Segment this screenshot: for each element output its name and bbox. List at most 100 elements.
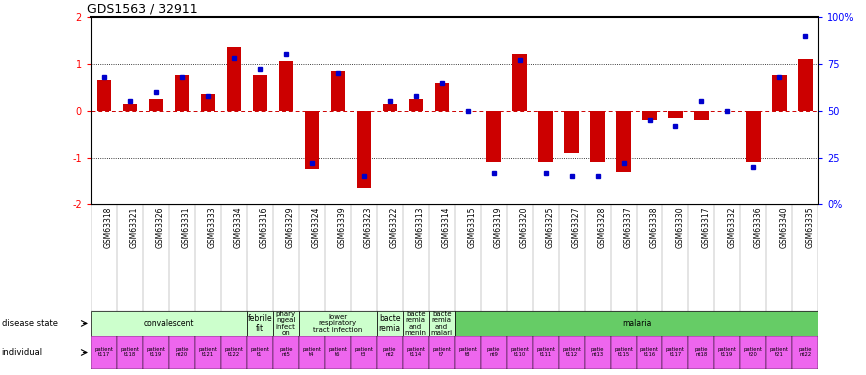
Bar [377, 311, 403, 336]
Text: malaria: malaria [622, 319, 651, 328]
Bar [746, 111, 760, 162]
Text: patie
nt18: patie nt18 [695, 348, 708, 357]
Text: GSM63325: GSM63325 [546, 207, 554, 248]
Bar [299, 336, 325, 369]
Text: patient
t117: patient t117 [94, 348, 113, 357]
Text: bacte
remia: bacte remia [378, 314, 401, 333]
Text: GSM63319: GSM63319 [494, 207, 502, 248]
Text: bacte
remia
and
menin: bacte remia and menin [404, 310, 427, 336]
Bar [637, 336, 662, 369]
Bar [201, 94, 215, 111]
Bar [455, 336, 481, 369]
Text: GSM63337: GSM63337 [624, 207, 632, 248]
Text: GSM63318: GSM63318 [104, 207, 113, 248]
Bar [299, 311, 377, 336]
Text: convalescent: convalescent [144, 319, 194, 328]
Bar [227, 47, 241, 111]
Bar [481, 336, 507, 369]
Bar [688, 336, 714, 369]
Text: febrile
fit: febrile fit [248, 314, 272, 333]
Text: GSM63315: GSM63315 [468, 207, 476, 248]
Bar [377, 336, 403, 369]
Text: individual: individual [2, 348, 42, 357]
Bar [559, 336, 585, 369]
Bar [247, 311, 273, 336]
Bar [669, 111, 682, 118]
Text: patie
nt5: patie nt5 [279, 348, 293, 357]
Bar [195, 336, 221, 369]
Bar [798, 59, 812, 111]
Bar [273, 311, 299, 336]
Bar [325, 336, 351, 369]
Bar [175, 75, 189, 111]
Text: GSM63314: GSM63314 [442, 207, 450, 248]
Bar [357, 111, 371, 188]
Bar [123, 104, 137, 111]
Text: patient
t111: patient t111 [536, 348, 555, 357]
Text: GSM63324: GSM63324 [312, 207, 320, 248]
Text: bacte
remia
and
malari: bacte remia and malari [430, 310, 453, 336]
Text: patient
t4: patient t4 [302, 348, 321, 357]
Bar [591, 111, 604, 162]
Bar [507, 336, 533, 369]
Bar [617, 111, 630, 172]
Bar [149, 99, 163, 111]
Bar [403, 336, 429, 369]
Text: patient
t20: patient t20 [744, 348, 763, 357]
Text: GSM63313: GSM63313 [416, 207, 424, 248]
Text: GSM63328: GSM63328 [598, 207, 606, 248]
Text: phary
ngeal
infect
on: phary ngeal infect on [275, 310, 296, 336]
Text: GSM63334: GSM63334 [234, 207, 242, 248]
Bar [273, 336, 299, 369]
Text: patient
t121: patient t121 [198, 348, 217, 357]
Text: GSM63317: GSM63317 [701, 207, 710, 248]
Text: GSM63316: GSM63316 [260, 207, 268, 248]
Bar [695, 111, 708, 120]
Bar [143, 336, 169, 369]
Bar [662, 336, 688, 369]
Bar [513, 54, 527, 111]
Text: patient
t119: patient t119 [146, 348, 165, 357]
Bar [435, 82, 449, 111]
Text: GSM63322: GSM63322 [390, 207, 398, 248]
Bar [585, 336, 611, 369]
Text: patie
nt9: patie nt9 [487, 348, 501, 357]
Text: patient
t110: patient t110 [510, 348, 529, 357]
Bar [611, 336, 637, 369]
Bar [91, 336, 117, 369]
Bar [351, 336, 377, 369]
Text: GSM63330: GSM63330 [675, 207, 684, 248]
Bar [429, 311, 455, 336]
Text: patient
t21: patient t21 [770, 348, 789, 357]
Text: GSM63321: GSM63321 [130, 207, 139, 248]
Text: patient
t3: patient t3 [354, 348, 373, 357]
Bar [305, 111, 319, 169]
Text: disease state: disease state [2, 319, 58, 328]
Text: patient
t114: patient t114 [406, 348, 425, 357]
Text: patie
nt2: patie nt2 [383, 348, 397, 357]
Bar [487, 111, 501, 162]
Text: GSM63323: GSM63323 [364, 207, 372, 248]
Text: patient
t8: patient t8 [458, 348, 477, 357]
Text: GSM63331: GSM63331 [182, 207, 191, 248]
Text: patient
t7: patient t7 [432, 348, 451, 357]
Text: patient
t119: patient t119 [718, 348, 737, 357]
Bar [403, 311, 429, 336]
Text: patie
nt13: patie nt13 [591, 348, 604, 357]
Text: patient
t112: patient t112 [562, 348, 581, 357]
Text: patient
t6: patient t6 [328, 348, 347, 357]
Bar [117, 336, 143, 369]
Text: GSM63339: GSM63339 [338, 207, 346, 248]
Bar [766, 336, 792, 369]
Bar [91, 311, 247, 336]
Bar [740, 336, 766, 369]
Text: GSM63329: GSM63329 [286, 207, 294, 248]
Bar [97, 80, 111, 111]
Text: patie
nt20: patie nt20 [175, 348, 189, 357]
Text: GSM63326: GSM63326 [156, 207, 165, 248]
Text: patie
nt22: patie nt22 [798, 348, 812, 357]
Bar [247, 336, 273, 369]
Text: lower
respiratory
tract infection: lower respiratory tract infection [313, 314, 363, 333]
Bar [383, 104, 397, 111]
Bar [169, 336, 195, 369]
